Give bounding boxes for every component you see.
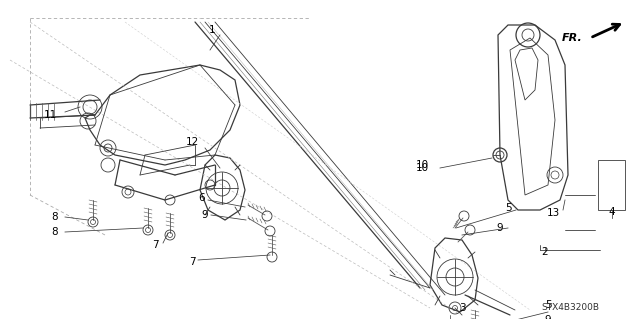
Text: 6: 6 [198,193,205,203]
Text: 9: 9 [545,315,551,319]
Text: 5: 5 [505,203,511,213]
Text: 8: 8 [52,212,58,222]
Text: STX4B3200B: STX4B3200B [541,303,599,313]
Text: 10: 10 [415,160,429,170]
Text: 4: 4 [609,207,615,217]
Text: 8: 8 [52,227,58,237]
Text: 7: 7 [152,240,158,250]
Text: 10: 10 [415,163,429,173]
Text: 2: 2 [541,247,548,257]
Text: 12: 12 [186,137,198,147]
Text: 1: 1 [209,25,215,35]
Text: 9: 9 [202,210,208,220]
Text: 9: 9 [497,223,503,233]
Text: 5: 5 [545,300,551,310]
Text: 11: 11 [44,110,56,120]
Text: FR.: FR. [563,33,583,43]
Text: 7: 7 [189,257,195,267]
Text: 13: 13 [547,208,559,218]
Text: 3: 3 [459,303,465,313]
